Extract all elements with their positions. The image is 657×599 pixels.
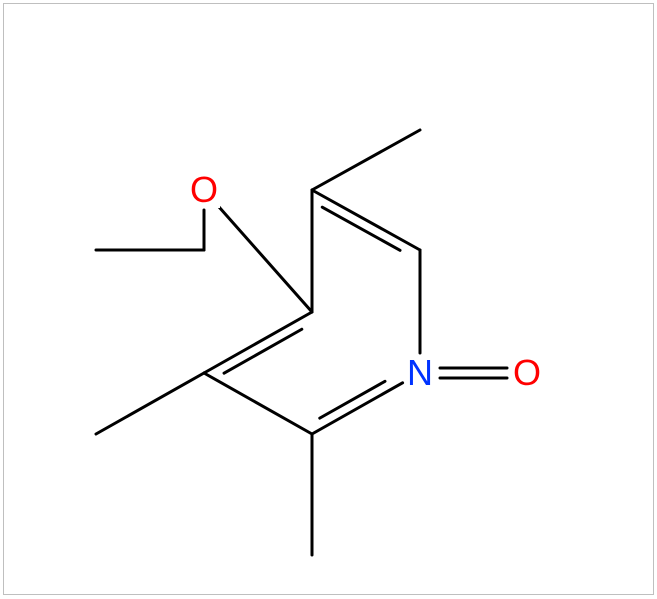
molecule-diagram — [0, 0, 657, 599]
atom-label-N: N — [405, 355, 435, 391]
canvas: N O O — [0, 0, 657, 599]
atom-label-O1: O — [188, 172, 220, 208]
atom-label-O2: O — [511, 355, 543, 391]
